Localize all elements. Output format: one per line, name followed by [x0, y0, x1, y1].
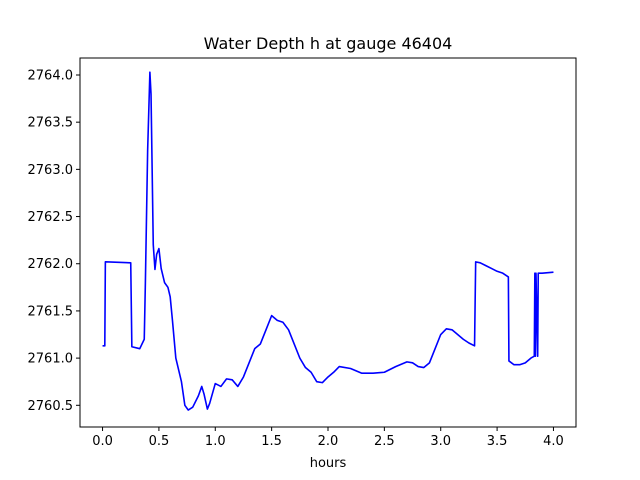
x-tick-label: 2.0	[318, 434, 339, 449]
x-tick-label: 3.0	[430, 434, 451, 449]
y-tick-label: 2762.0	[28, 257, 74, 272]
x-tick-label: 2.5	[374, 434, 395, 449]
y-tick-label: 2764.0	[28, 68, 74, 83]
y-tick-label: 2763.5	[28, 116, 74, 131]
x-tick-label: 0.0	[92, 434, 113, 449]
x-axis-label: hours	[310, 456, 347, 471]
chart-title: Water Depth h at gauge 46404	[204, 34, 453, 53]
y-tick-label: 2760.5	[28, 399, 74, 414]
y-tick-label: 2761.5	[28, 304, 74, 319]
plot-area: 0.0 0.5 1.0 1.5 2.0 2.5 3.0 3.5 4.0 2760.5 2761.0 2…	[28, 57, 577, 449]
y-tick-label: 2761.0	[28, 352, 74, 367]
series-line-0	[102, 71, 554, 411]
x-tick-label: 1.5	[261, 434, 282, 449]
x-tick-label: 4.0	[543, 434, 564, 449]
x-tick-label: 3.5	[487, 434, 508, 449]
x-tick-label: 0.5	[149, 434, 170, 449]
x-tick-label: 1.0	[205, 434, 226, 449]
y-tick-label: 2763.0	[28, 163, 74, 178]
y-tick-label: 2762.5	[28, 210, 74, 225]
